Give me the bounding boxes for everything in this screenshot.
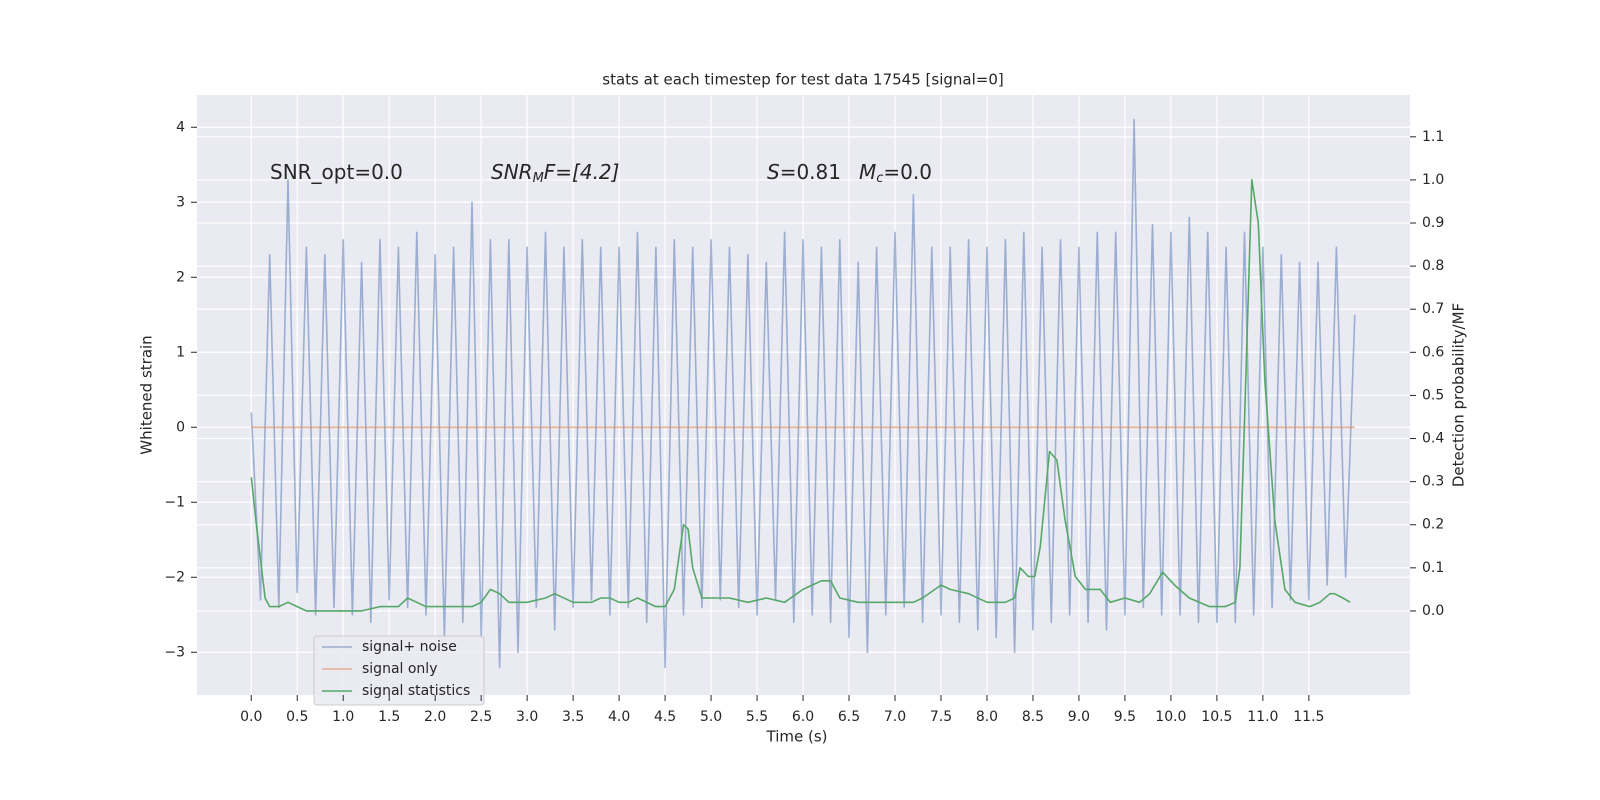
annotation-part: M	[533, 171, 544, 186]
legend-box	[313, 635, 485, 706]
annotation-part: M	[859, 160, 876, 184]
y2-tick-label: 0.7	[1422, 301, 1444, 317]
y2-tick-label: 0.4	[1422, 431, 1444, 447]
x-tick-label: 1.0	[332, 709, 354, 725]
x-axis-label: Time (s)	[766, 728, 828, 746]
y2-tick-label: 0.0	[1422, 603, 1444, 619]
y2-tick-label: 0.2	[1422, 517, 1444, 533]
x-tick-label: 10.0	[1155, 709, 1186, 725]
y2-tick-label: 0.3	[1422, 474, 1444, 490]
x-tick-label: 7.5	[930, 709, 952, 725]
y2-tick-label: 0.9	[1422, 215, 1444, 231]
annotation: Mc=0.0	[859, 160, 932, 186]
y2-tick-label: 0.1	[1422, 560, 1444, 576]
x-tick-label: 11.0	[1247, 709, 1278, 725]
annotation-part: SNR_opt=0.0	[270, 160, 403, 184]
legend-label: signal statistics	[362, 683, 470, 699]
y2-tick-label: 1.1	[1422, 129, 1444, 145]
annotation: S=0.81	[767, 160, 841, 184]
x-tick-label: 2.0	[424, 709, 446, 725]
y-axis-label: Whitened strain	[138, 335, 156, 454]
x-tick-label: 6.0	[792, 709, 814, 725]
annotation-part: =0.81	[780, 160, 841, 184]
x-tick-label: 0.0	[240, 709, 262, 725]
x-tick-label: 3.5	[562, 709, 584, 725]
y-tick-label: 4	[176, 119, 185, 135]
annotation: SNRMF=[4.2]	[491, 160, 619, 186]
x-tick-label: 9.5	[1114, 709, 1136, 725]
y2-axis-label: Detection probability/MF	[1450, 303, 1468, 487]
x-tick-label: 4.5	[654, 709, 676, 725]
x-tick-label: 4.0	[608, 709, 630, 725]
x-tick-label: 5.5	[746, 709, 768, 725]
annotation-part: SNR	[491, 160, 533, 184]
x-tick-label: 8.0	[976, 709, 998, 725]
y2-tick-label: 1.0	[1422, 172, 1444, 188]
y2-tick-label: 0.6	[1422, 344, 1444, 360]
annotation: SNR_opt=0.0	[270, 160, 403, 184]
x-tick-label: 1.5	[378, 709, 400, 725]
legend: signal+ noise signal only signal statistic…	[313, 635, 485, 706]
y-tick-label: 1	[176, 344, 185, 360]
legend-label: signal+ noise	[362, 639, 457, 655]
legend-label: signal only	[362, 661, 437, 677]
chart-title: stats at each timestep for test data 175…	[602, 71, 1003, 89]
x-tick-label: 5.0	[700, 709, 722, 725]
y-tick-label: 3	[176, 194, 185, 210]
y2-tick-label: 0.5	[1422, 387, 1444, 403]
y-tick-label: 0	[176, 419, 185, 435]
y-tick-label: −3	[164, 644, 185, 660]
annotation-part: F=[4.2]	[544, 160, 620, 184]
y-tick-label: 2	[176, 269, 185, 285]
series-line	[250, 119, 1356, 669]
annotation-part: =0.0	[883, 160, 932, 184]
x-tick-label: 6.5	[838, 709, 860, 725]
x-tick-label: 7.0	[884, 709, 906, 725]
y-tick-label: −1	[164, 494, 185, 510]
x-tick-label: 3.0	[516, 709, 538, 725]
series-line	[250, 179, 1351, 612]
annotation-part: S	[767, 160, 780, 184]
x-tick-label: 9.0	[1068, 709, 1090, 725]
y2-tick-label: 0.8	[1422, 258, 1444, 274]
marks	[250, 119, 1356, 669]
x-tick-label: 8.5	[1022, 709, 1044, 725]
annotation-part: c	[876, 171, 883, 186]
x-tick-label: 10.5	[1201, 709, 1232, 725]
y-tick-label: −2	[164, 569, 185, 585]
x-tick-label: 0.5	[286, 709, 308, 725]
x-tick-label: 11.5	[1293, 709, 1324, 725]
x-tick-label: 2.5	[470, 709, 492, 725]
